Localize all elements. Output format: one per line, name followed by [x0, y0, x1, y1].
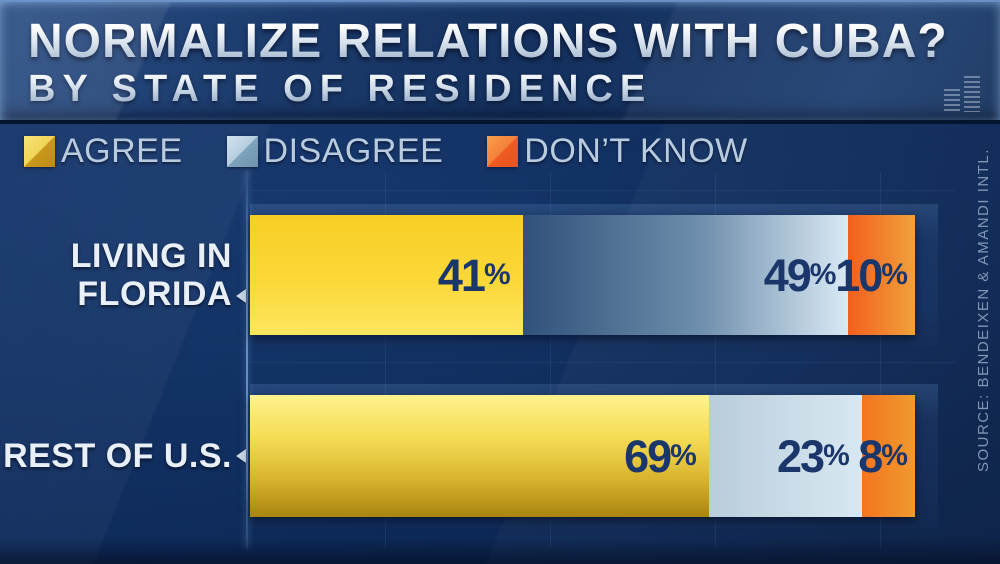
legend: AGREE DISAGREE DON’T KNOW: [24, 130, 748, 172]
grid-line: [880, 172, 881, 548]
category-label-line: REST OF U.S.: [3, 436, 232, 475]
grid-line: [250, 190, 956, 191]
category-label-florida: LIVING IN FLORIDA: [0, 215, 232, 335]
value-label: 41%: [437, 249, 511, 301]
bar-rest-of-us: 69% 23% 8%: [250, 395, 915, 517]
category-label-line: FLORIDA: [77, 275, 232, 313]
legend-label-disagree: DISAGREE: [263, 131, 444, 170]
title-banner: NORMALIZE RELATIONS WITH CUBA? BY STATE …: [0, 0, 1000, 124]
segment-agree: 69%: [250, 395, 709, 517]
segment-disagree: 49%: [522, 215, 849, 335]
value-label: 8%: [858, 430, 908, 482]
legend-item-disagree: DISAGREE: [226, 131, 444, 171]
chart-title: NORMALIZE RELATIONS WITH CUBA?: [28, 15, 948, 68]
segment-disagree: 23%: [708, 395, 862, 517]
dont-know-swatch-icon: [487, 135, 519, 167]
category-label-rest-of-us: REST OF U.S.: [0, 395, 232, 517]
category-label-line: LIVING IN: [70, 236, 232, 275]
agree-swatch-icon: [24, 135, 55, 167]
grid-line: [385, 172, 386, 548]
axis-line: [246, 170, 248, 548]
legend-label-agree: AGREE: [61, 131, 183, 170]
source-credit: SOURCE: BENDEIXEN & AMANDI INTL.: [975, 148, 992, 472]
value-label: 69%: [624, 430, 697, 482]
segment-dont-know: 8%: [858, 395, 915, 517]
grid-line: [550, 172, 551, 548]
category-pointer-icon: [236, 449, 246, 463]
bar-living-in-florida: 41% 49% 10%: [250, 215, 915, 335]
equalizer-icon: [944, 76, 980, 112]
grid-line: [715, 172, 716, 548]
chart-subtitle: BY STATE OF RESIDENCE: [28, 68, 653, 110]
legend-item-agree: AGREE: [24, 132, 183, 171]
legend-item-dont-know: DON’T KNOW: [487, 132, 747, 171]
value-label: 49%: [763, 249, 837, 301]
category-pointer-icon: [236, 289, 246, 303]
segment-dont-know: 10%: [835, 215, 915, 335]
value-label: 23%: [777, 430, 850, 482]
segment-agree: 41%: [250, 215, 523, 335]
disagree-swatch-icon: [226, 135, 258, 167]
value-label: 10%: [835, 249, 908, 301]
legend-label-dont-know: DON’T KNOW: [524, 131, 748, 170]
grid-line: [250, 362, 956, 363]
